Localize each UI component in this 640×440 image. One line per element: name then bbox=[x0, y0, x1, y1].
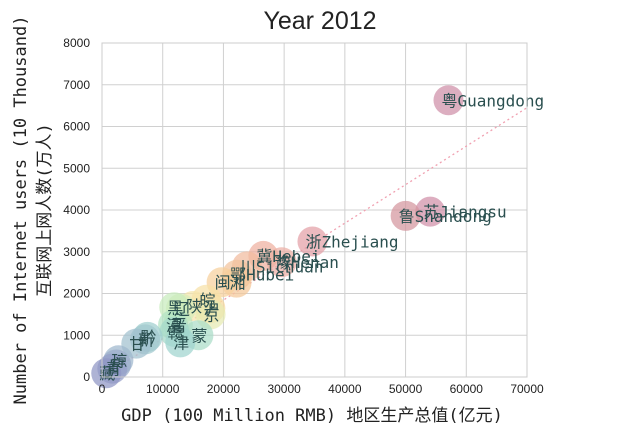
point-label: 冀Hebei bbox=[256, 247, 320, 266]
y-tick-label: 3000 bbox=[63, 245, 90, 259]
y-tick-label: 8000 bbox=[63, 36, 90, 50]
point-label: 粤Guangdong bbox=[441, 91, 544, 110]
x-tick-label: 50000 bbox=[389, 382, 423, 396]
point-label: 黑 bbox=[167, 298, 183, 317]
point-label: 湘 bbox=[230, 274, 246, 293]
x-tick-label: 30000 bbox=[267, 382, 301, 396]
point-label: 浙Zhejiang bbox=[305, 232, 398, 251]
x-tick-labels: 0 10000 20000 30000 40000 50000 60000 70000 bbox=[99, 382, 544, 396]
x-tick-label: 0 bbox=[99, 382, 106, 396]
point-label: 琼 bbox=[111, 351, 127, 370]
x-tick-label: 40000 bbox=[328, 382, 362, 396]
data-point bbox=[390, 200, 421, 231]
point-label: 新 bbox=[138, 330, 154, 349]
point-label: 黔 bbox=[141, 328, 157, 347]
point-label: 京 bbox=[204, 305, 220, 324]
y-tick-label: 7000 bbox=[63, 78, 90, 92]
x-tick-label: 70000 bbox=[510, 382, 544, 396]
data-point bbox=[297, 226, 328, 257]
point-label: 辽 bbox=[174, 300, 190, 319]
plot-frame bbox=[101, 42, 528, 378]
point-label: 陕 bbox=[186, 297, 202, 316]
point-label: 晋 bbox=[171, 316, 187, 335]
y-tick-label: 4000 bbox=[63, 203, 90, 217]
y-axis-label-line2: 互联网上网人数(万人) bbox=[35, 123, 55, 296]
point-label: 青 bbox=[105, 360, 121, 379]
x-tick-label: 60000 bbox=[450, 382, 484, 396]
y-tick-labels: 0 1000 2000 3000 4000 5000 6000 7000 8000 bbox=[63, 36, 90, 384]
x-tick-label: 20000 bbox=[207, 382, 241, 396]
point-label: 闽 bbox=[215, 273, 231, 292]
point-label: 沪 bbox=[203, 299, 219, 318]
chart-title: Year 2012 bbox=[263, 7, 376, 35]
point-label: 苏Jiangsu bbox=[423, 203, 506, 222]
x-axis-label: GDP (100 Million RMB) 地区生产总值(亿元) bbox=[121, 406, 503, 426]
y-tick-label: 5000 bbox=[63, 161, 90, 175]
point-label: 甘 bbox=[129, 335, 145, 354]
data-point bbox=[415, 196, 446, 227]
data-point bbox=[433, 85, 464, 116]
point-label: 鲁Shandong bbox=[399, 207, 492, 226]
point-label: 皖 bbox=[199, 291, 215, 310]
point-label: 津 bbox=[173, 333, 189, 352]
point-label: 川Sichuan bbox=[240, 257, 323, 276]
point-label: 赣 bbox=[167, 323, 183, 342]
y-tick-label: 1000 bbox=[63, 328, 90, 342]
y-tick-label: 2000 bbox=[63, 287, 90, 301]
point-label: 鄂Hubei bbox=[230, 266, 294, 285]
point-label: 滇 bbox=[166, 316, 182, 335]
x-tick-label: 10000 bbox=[146, 382, 180, 396]
point-label: 豫Henan bbox=[275, 253, 339, 272]
data-point bbox=[91, 358, 122, 389]
point-label: 蒙 bbox=[191, 326, 207, 345]
y-tick-label: 0 bbox=[83, 370, 90, 384]
point-label: 藏 bbox=[99, 364, 115, 383]
data-points bbox=[91, 85, 464, 389]
y-axis-label-line1: Number of Internet users (10 Thousand) bbox=[11, 16, 31, 405]
y-tick-label: 6000 bbox=[63, 120, 90, 134]
point-label: 宁 bbox=[109, 355, 125, 374]
data-point bbox=[165, 327, 196, 358]
